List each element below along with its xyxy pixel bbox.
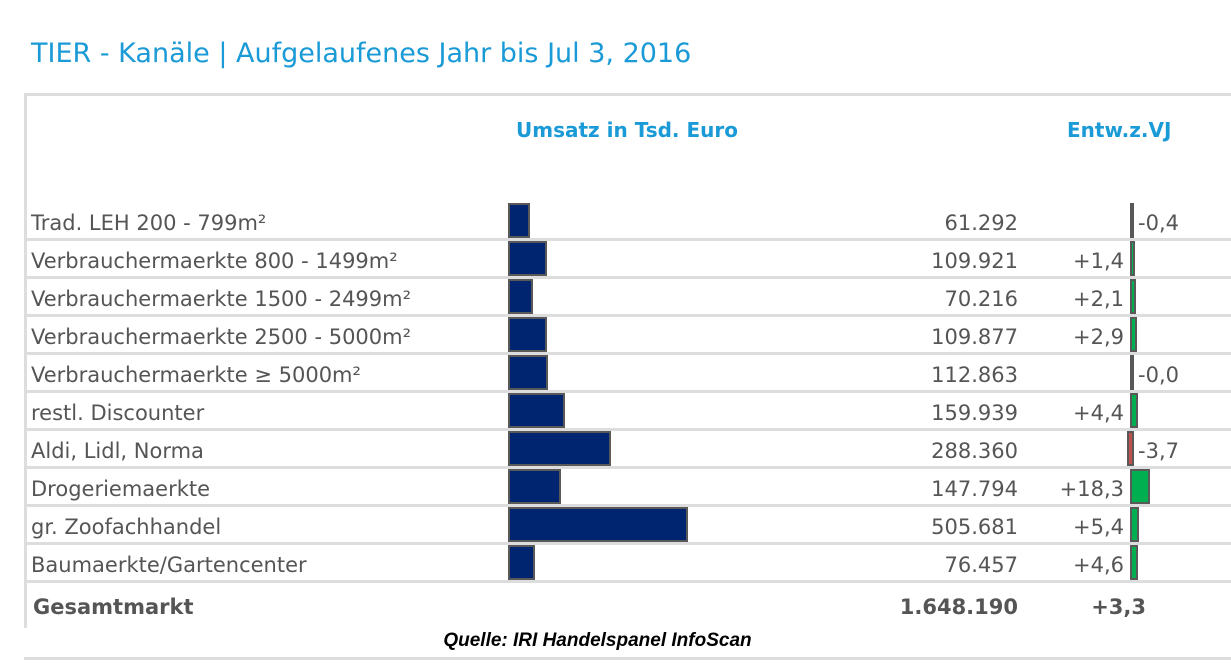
change-bar (1126, 431, 1134, 466)
chart-title: TIER - Kanäle | Aufgelaufenes Jahr bis J… (31, 38, 692, 69)
row-value: 112.863 (931, 363, 1018, 387)
change-bar (1129, 203, 1134, 238)
row-label: Verbrauchermaerkte 1500 - 2499m² (31, 287, 412, 311)
row-value: 147.794 (931, 477, 1018, 501)
row-label: Drogeriemaerkte (31, 477, 211, 501)
source-note: Quelle: IRI Handelspanel InfoScan (443, 630, 752, 651)
row-label: restl. Discounter (31, 401, 205, 425)
table-row: Trad. LEH 200 - 799m² 61.292 -0,4 (27, 203, 1231, 241)
change-bar (1130, 507, 1139, 542)
row-label: Aldi, Lidl, Norma (31, 439, 204, 463)
row-value: 109.877 (931, 325, 1018, 349)
row-change: +5,4 (1073, 515, 1124, 539)
table-row: Verbrauchermaerkte 800 - 1499m² 109.921 … (27, 241, 1231, 279)
table-row: Drogeriemaerkte 147.794 +18,3 (27, 469, 1231, 507)
change-bar (1130, 393, 1138, 428)
value-bar (508, 393, 565, 428)
table-frame (24, 93, 1231, 628)
row-change: +18,3 (1059, 477, 1124, 501)
change-bar (1130, 355, 1134, 390)
value-bar (508, 203, 530, 238)
row-change: +4,4 (1073, 401, 1124, 425)
table-row: Aldi, Lidl, Norma 288.360 -3,7 (27, 431, 1231, 469)
value-bar (508, 241, 548, 276)
table-row: Verbrauchermaerkte ≥ 5000m² 112.863 -0,0 (27, 355, 1231, 393)
row-label: Baumaerkte/Gartencenter (31, 553, 307, 577)
row-label: gr. Zoofachhandel (31, 515, 222, 539)
row-change: -0,0 (1138, 363, 1179, 387)
table-row: gr. Zoofachhandel 505.681 +5,4 (27, 507, 1231, 545)
row-change: +4,6 (1073, 553, 1124, 577)
row-value: 505.681 (931, 515, 1018, 539)
value-bar (508, 507, 688, 542)
value-bar (508, 469, 561, 504)
change-bar (1130, 317, 1137, 352)
table-row: restl. Discounter 159.939 +4,4 (27, 393, 1231, 431)
row-change: -0,4 (1138, 211, 1179, 235)
row-change: +2,9 (1073, 325, 1124, 349)
row-change: +2,1 (1073, 287, 1124, 311)
header-change: Entw.z.VJ (1067, 118, 1172, 142)
change-bar (1130, 279, 1136, 314)
value-bar (508, 355, 549, 390)
total-row: Gesamtmarkt 1.648.190 +3,3 (27, 587, 1231, 625)
row-label: Verbrauchermaerkte 2500 - 5000m² (31, 325, 412, 349)
row-value: 70.216 (944, 287, 1018, 311)
change-bar (1130, 469, 1151, 504)
row-value: 288.360 (931, 439, 1018, 463)
total-value: 1.648.190 (899, 595, 1018, 619)
row-value: 159.939 (931, 401, 1018, 425)
row-label: Verbrauchermaerkte ≥ 5000m² (31, 363, 361, 387)
change-bar (1130, 545, 1139, 580)
row-value: 61.292 (944, 211, 1018, 235)
bottom-divider (24, 657, 1231, 660)
row-label: Trad. LEH 200 - 799m² (31, 211, 267, 235)
row-value: 76.457 (944, 553, 1018, 577)
value-bar (508, 317, 548, 352)
value-bar (508, 279, 533, 314)
value-bar (508, 431, 611, 466)
value-bar (508, 545, 536, 580)
table-row: Verbrauchermaerkte 2500 - 5000m² 109.877… (27, 317, 1231, 355)
header-value: Umsatz in Tsd. Euro (516, 118, 738, 142)
change-bar (1130, 241, 1136, 276)
row-change: -3,7 (1138, 439, 1179, 463)
row-change: +1,4 (1073, 249, 1124, 273)
total-label: Gesamtmarkt (33, 595, 194, 619)
row-label: Verbrauchermaerkte 800 - 1499m² (31, 249, 398, 273)
total-change: +3,3 (1091, 595, 1146, 619)
table-row: Verbrauchermaerkte 1500 - 2499m² 70.216 … (27, 279, 1231, 317)
table-row: Baumaerkte/Gartencenter 76.457 +4,6 (27, 545, 1231, 583)
row-value: 109.921 (931, 249, 1018, 273)
